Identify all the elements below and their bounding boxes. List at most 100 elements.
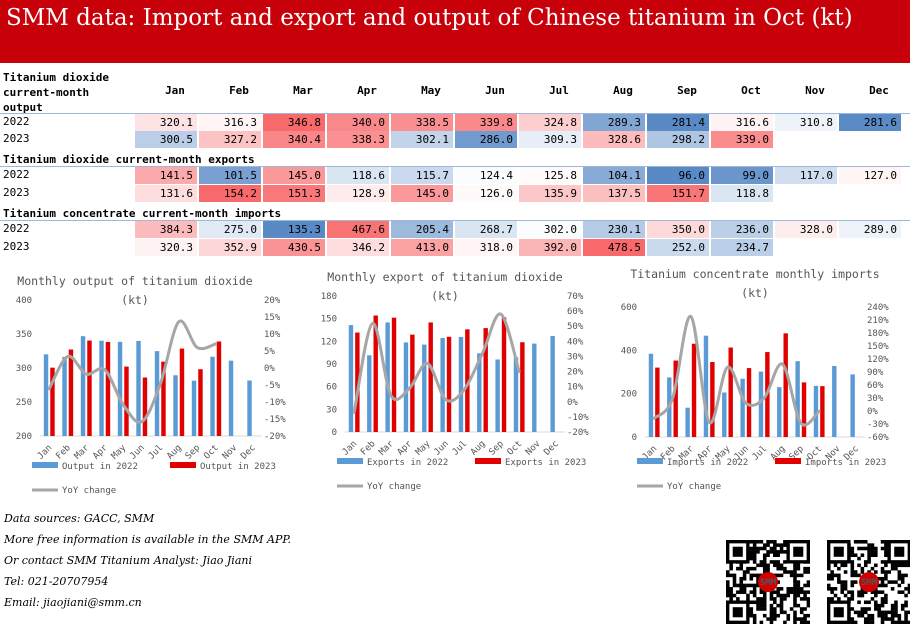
qr-graphic: SMM [827, 540, 910, 625]
table-cell: 467.6 [327, 221, 389, 238]
bar-2023 [87, 340, 92, 436]
table-cell: 302.0 [519, 221, 581, 238]
table-cell: 124.4 [455, 167, 517, 184]
y2-tick-label: 5% [264, 347, 275, 357]
table-cell: 430.5 [263, 239, 325, 256]
yoy-line [47, 319, 218, 424]
bar-2022 [795, 361, 800, 437]
y2-tick-label: 180% [867, 329, 889, 339]
bar-2022 [850, 374, 855, 437]
y2-tick-label: -15% [264, 415, 286, 425]
table-cell [839, 131, 901, 148]
table-cell: 289.3 [583, 114, 645, 131]
x-tick-label: Apr [396, 439, 415, 458]
table-cell: 145.0 [391, 185, 453, 202]
table-cell: 340.4 [263, 131, 325, 148]
x-tick-label: Aug [469, 439, 488, 458]
table-cell: 300.5 [135, 131, 197, 148]
table-cell: 118.6 [327, 167, 389, 184]
table-cell: 101.5 [199, 167, 261, 184]
y2-tick-label: -30% [867, 420, 889, 430]
chart-title: Monthly output of titanium dioxide (kt) [17, 274, 253, 307]
table-cell: 289.0 [839, 221, 901, 238]
bar-2022 [813, 385, 819, 437]
bar-2023 [746, 368, 752, 437]
bar-2022 [99, 340, 104, 436]
row-year: 2023 [3, 240, 30, 253]
x-tick-label: Oct [202, 443, 221, 462]
y2-tick-label: 0% [567, 398, 578, 408]
month-header: May [421, 84, 441, 97]
footer-tel: Tel: 021-20707954 [4, 575, 109, 588]
table-cell: 328.0 [775, 221, 837, 238]
footer-email: Email: jiaojiani@smm.cn [4, 596, 142, 609]
y-tick-label: 120 [321, 337, 337, 347]
bar-2022 [348, 325, 354, 432]
y-tick-label: 250 [16, 398, 32, 408]
y2-tick-label: 30% [867, 394, 884, 404]
y2-tick-label: 0% [867, 407, 878, 417]
bar-2022 [43, 354, 49, 436]
row-year: 2022 [3, 168, 30, 181]
y2-tick-label: -5% [264, 381, 281, 391]
table-cell: 346.8 [263, 114, 325, 131]
table-cell: 275.0 [199, 221, 261, 238]
table-cell: 127.0 [839, 167, 901, 184]
footer-info: More free information is available in th… [4, 533, 292, 546]
table-cell: 302.1 [391, 131, 453, 148]
bar-2022 [191, 380, 197, 436]
y2-tick-label: 60% [867, 381, 884, 391]
x-tick-label: Jan [36, 443, 55, 462]
y2-tick-label: 70% [567, 292, 584, 302]
y-tick-label: 0 [632, 433, 637, 443]
table-cell [839, 185, 901, 202]
table-cell: 320.3 [135, 239, 197, 256]
y2-tick-label: 120% [867, 355, 889, 365]
y2-tick-label: -20% [264, 432, 286, 442]
table-cell: 338.3 [327, 131, 389, 148]
y2-tick-label: -10% [567, 413, 589, 423]
table-cell: 137.5 [583, 185, 645, 202]
chart-svg: 600 400 200 0 240% 210% 180% 150% 120% 90% 60% 30% 0… [621, 303, 890, 492]
table-cell: 236.0 [711, 221, 773, 238]
bar-2023 [801, 382, 807, 437]
x-tick-label: Jul [751, 444, 770, 463]
legend-label: Imports in 2022 [667, 458, 748, 468]
y2-tick-label: 210% [867, 316, 889, 326]
x-tick-label: Oct [506, 439, 525, 458]
table-cell: 309.3 [519, 131, 581, 148]
table-cell: 478.5 [583, 239, 645, 256]
table-cell: 151.3 [263, 185, 325, 202]
y2-tick-label: -20% [567, 428, 589, 438]
bar-2023 [728, 347, 733, 437]
bar-2023 [124, 366, 129, 436]
row-rule [0, 113, 910, 114]
x-tick-label: Feb [54, 443, 73, 462]
month-header: Aug [613, 84, 633, 97]
table-cell: 392.0 [519, 239, 581, 256]
bar-2023 [428, 322, 433, 432]
x-tick-label: Nov [221, 443, 240, 462]
bar-2023 [655, 367, 660, 437]
table-cell: 268.7 [455, 221, 517, 238]
legend-swatch-2022 [32, 462, 58, 468]
chart-svg: 180 150 120 90 60 30 0 70% 60% 50% 40% 30% 20% 10% 0% -… [321, 292, 590, 492]
table-cell: 154.2 [199, 185, 261, 202]
table-cell: 234.7 [711, 239, 773, 256]
table-cell: 310.8 [775, 114, 837, 131]
y2-tick-label: 30% [567, 352, 584, 362]
bar-2022 [367, 355, 372, 432]
y2-tick-label: 10% [567, 383, 584, 393]
section-title: Titanium dioxide current-month exports [3, 153, 255, 166]
table-cell: 131.6 [135, 185, 197, 202]
x-tick-label: Jul [451, 439, 470, 458]
y2-tick-label: 10% [264, 330, 281, 340]
bar-2023 [483, 328, 488, 432]
table-cell: 99.0 [711, 167, 773, 184]
table-cell [775, 185, 837, 202]
table-cell: 135.9 [519, 185, 581, 202]
bar-2022 [477, 353, 482, 432]
bar-2023 [391, 317, 397, 432]
x-tick-label: Aug [165, 443, 184, 462]
y-tick-label: 350 [16, 330, 32, 340]
